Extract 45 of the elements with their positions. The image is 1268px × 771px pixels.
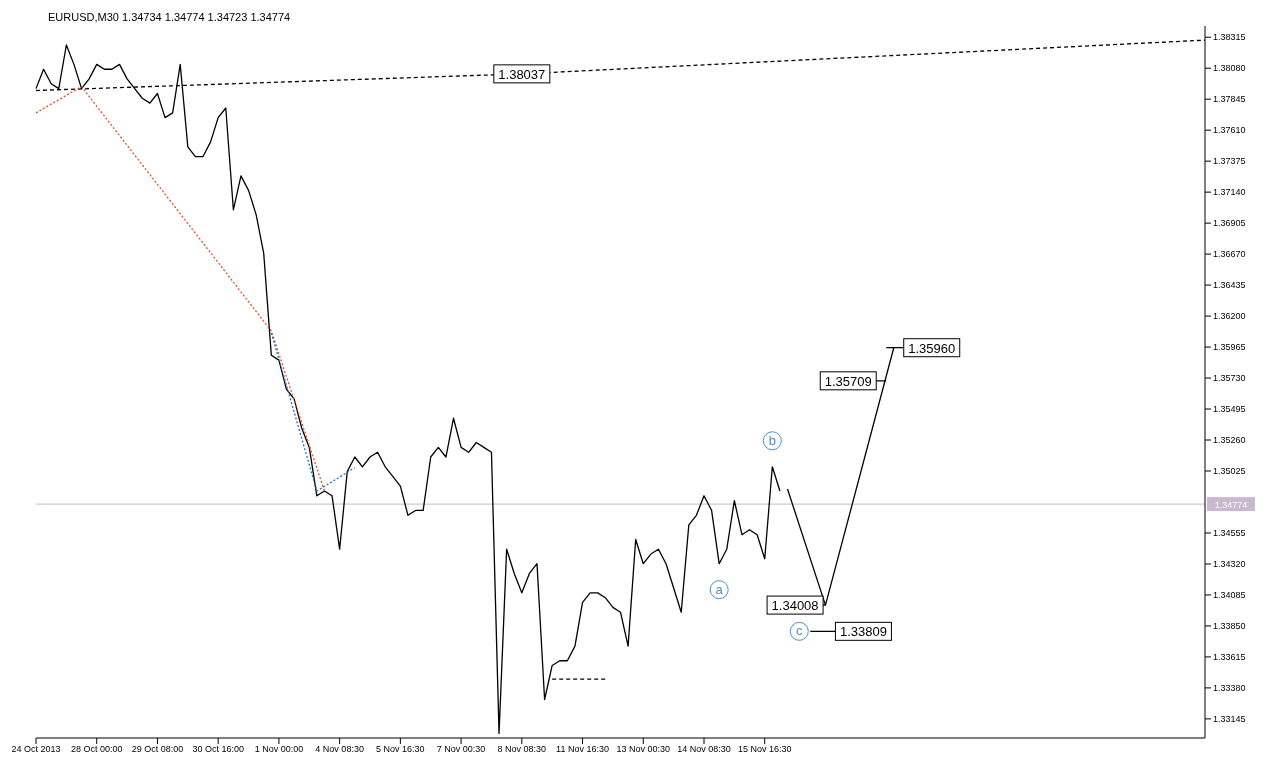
x-tick-label: 14 Nov 08:30 <box>677 744 731 755</box>
chart-title: EURUSD,M30 1.34734 1.34774 1.34723 1.34774 <box>48 11 291 23</box>
y-tick-label: 1.33145 <box>1213 714 1246 725</box>
y-tick-label: 1.33850 <box>1213 621 1246 632</box>
y-tick-label: 1.33380 <box>1213 683 1246 694</box>
data-label: c <box>796 623 804 639</box>
y-tick-label: 1.37610 <box>1213 125 1246 136</box>
y-tick-label: 1.34320 <box>1213 559 1246 570</box>
y-tick-label: 1.35260 <box>1213 435 1246 446</box>
data-label: b <box>768 432 776 448</box>
y-tick-label: 1.35730 <box>1213 373 1246 384</box>
x-tick-label: 11 Nov 16:30 <box>556 744 609 755</box>
data-label: 1.35960 <box>908 340 956 356</box>
data-label: 1.33809 <box>839 624 887 640</box>
x-tick-label: 4 Nov 08:30 <box>315 744 364 755</box>
y-tick-label: 1.36670 <box>1213 249 1246 260</box>
x-tick-label: 29 Oct 08:00 <box>131 744 184 755</box>
x-tick-label: 24 Oct 2013 <box>11 744 61 755</box>
data-label: 1.38037 <box>498 66 546 82</box>
x-tick-label: 5 Nov 16:30 <box>376 744 425 755</box>
y-tick-label: 1.34555 <box>1213 528 1246 539</box>
y-tick-label: 1.36200 <box>1213 311 1246 322</box>
data-label: 1.34008 <box>771 598 819 614</box>
y-tick-label: 1.33615 <box>1213 652 1246 663</box>
x-tick-label: 7 Nov 00:30 <box>436 744 486 755</box>
y-tick-label: 1.38315 <box>1213 32 1246 43</box>
x-tick-label: 30 Oct 16:00 <box>192 744 244 755</box>
x-tick-label: 8 Nov 08:30 <box>497 744 547 755</box>
y-tick-label: 1.34085 <box>1213 590 1246 601</box>
x-tick-label: 28 Oct 00:00 <box>70 744 123 755</box>
x-tick-label: 1 Nov 00:00 <box>254 744 304 755</box>
x-tick-label: 13 Nov 00:30 <box>616 744 671 755</box>
y-tick-label: 1.35495 <box>1213 404 1246 415</box>
data-label: 1.35709 <box>824 373 872 389</box>
ref-line-label: 1.34774 <box>1214 500 1248 511</box>
data-label: a <box>715 581 724 597</box>
y-tick-label: 1.38080 <box>1213 63 1246 74</box>
y-tick-label: 1.37140 <box>1213 187 1246 198</box>
y-tick-label: 1.37845 <box>1213 94 1246 105</box>
y-tick-label: 1.37375 <box>1213 156 1246 167</box>
y-tick-label: 1.35025 <box>1213 466 1246 477</box>
y-tick-label: 1.35965 <box>1213 342 1246 353</box>
y-tick-label: 1.36435 <box>1213 280 1246 291</box>
x-tick-label: 15 Nov 16:30 <box>737 744 792 755</box>
y-tick-label: 1.36905 <box>1213 218 1246 229</box>
